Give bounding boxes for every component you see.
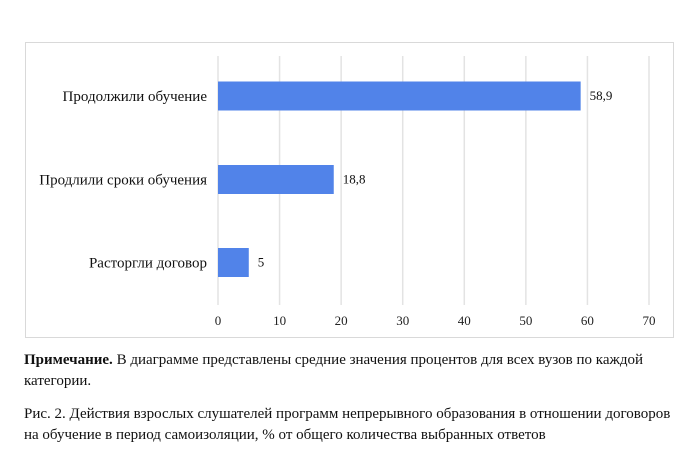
x-tick-label: 70 (643, 313, 656, 328)
bar (218, 165, 334, 194)
x-tick-label: 40 (458, 313, 471, 328)
data-label: 58,9 (590, 88, 613, 103)
x-tick-label: 10 (273, 313, 286, 328)
note-label: Примечание. (24, 352, 113, 368)
data-label: 18,8 (343, 172, 366, 187)
bar (218, 248, 249, 277)
x-tick-label: 60 (581, 313, 594, 328)
category-label: Расторгли договор (89, 256, 207, 272)
x-tick-label: 0 (215, 313, 222, 328)
bar-chart: 0 10 20 30 40 50 60 70 Продолжили обучение 58,9 Пр… (39, 56, 656, 328)
note-text: В диаграмме представлены средние значени… (24, 352, 644, 389)
chart-note: Примечание. В диаграмме представлены сре… (24, 350, 684, 392)
figure-caption: Рис. 2. Действия взрослых слушателей про… (24, 406, 671, 443)
category-label: Продлили сроки обучения (39, 173, 207, 189)
x-tick-label: 50 (519, 313, 532, 328)
category-label: Продолжили обучение (63, 89, 208, 105)
bar (218, 81, 581, 111)
data-label: 5 (258, 255, 265, 270)
x-tick-label: 20 (335, 313, 348, 328)
chart-frame (25, 42, 674, 338)
x-tick-label: 30 (396, 313, 409, 328)
